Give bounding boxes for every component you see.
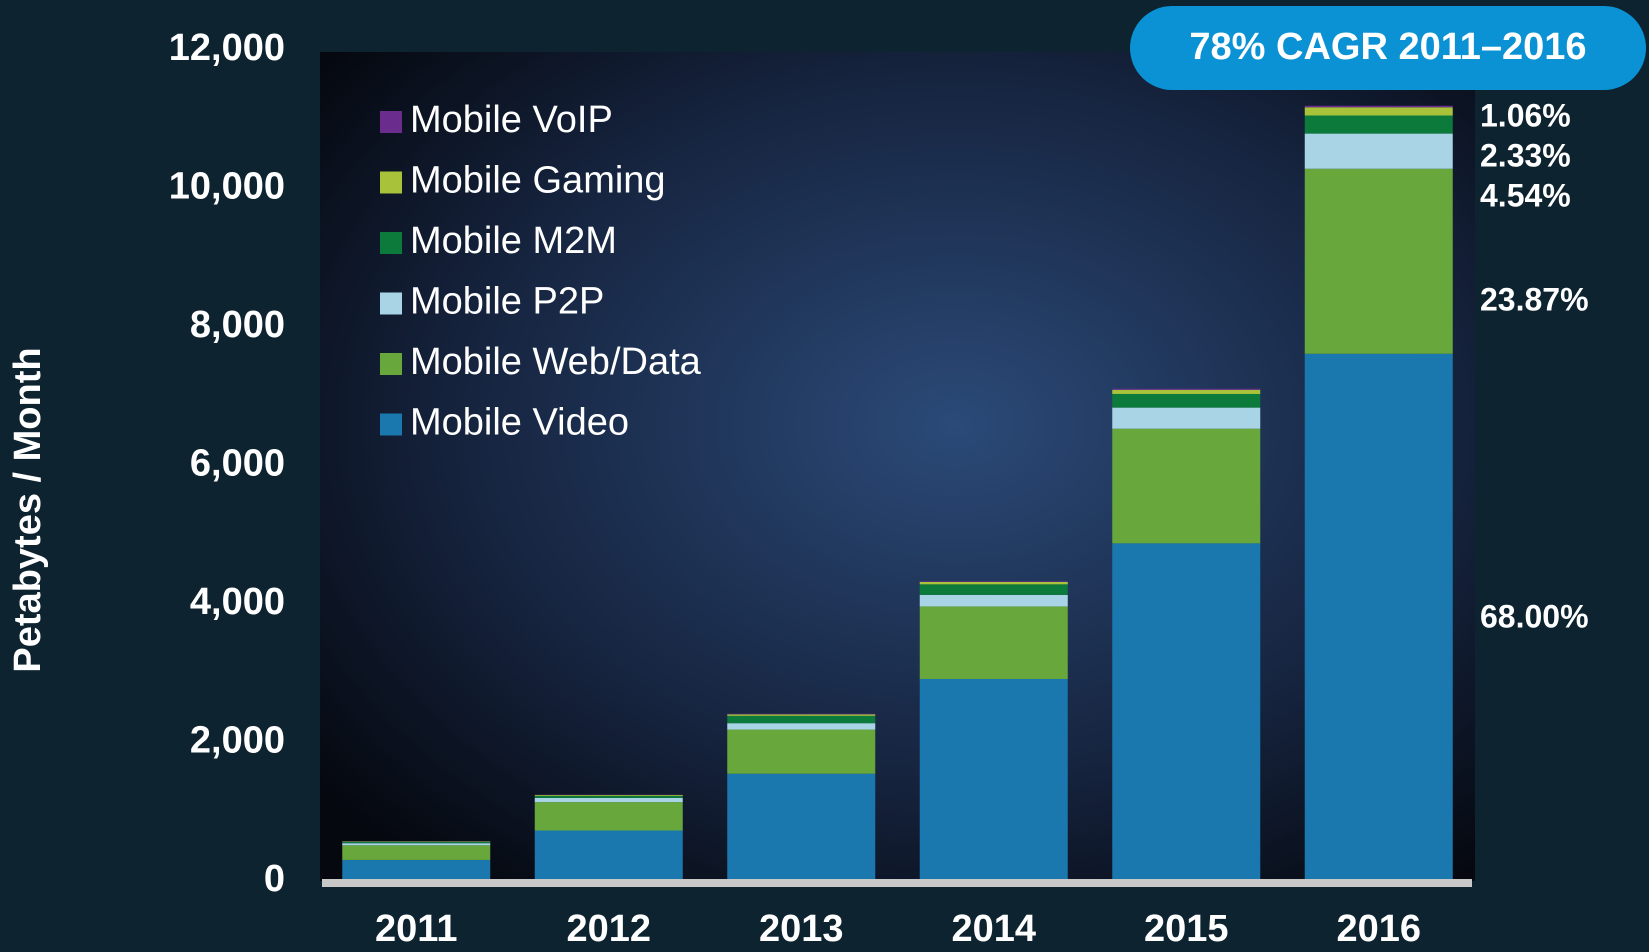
bar-segment [1112,393,1261,408]
bar-segment [919,584,1068,595]
y-tick-label: 8,000 [190,304,285,346]
legend-label: Mobile VoIP [410,99,613,141]
bar-segment [1304,168,1453,354]
x-tick-label: 2015 [1144,908,1229,950]
legend-swatch [380,353,402,375]
bar-segment [919,581,1068,582]
bar-segment [1112,388,1261,390]
legend-label: Mobile Gaming [410,160,666,202]
legend-label: Mobile M2M [410,220,617,262]
legend-swatch [380,171,402,194]
share-label: 1.06% [1480,97,1571,133]
y-tick-label: 10,000 [169,166,285,208]
bar-segment [727,713,876,715]
legend-label: Mobile P2P [410,281,604,323]
bar-segment [1112,407,1261,429]
x-tick-label: 2011 [375,908,457,950]
callout: 78% CAGR 2011–2016 [1189,26,1586,68]
bar-segment [534,797,683,803]
bar-segment [727,723,876,730]
y-tick-label: 0 [264,858,285,900]
bar-segment [342,845,491,860]
bar-segment [919,581,1068,585]
bar-segment [1304,115,1453,134]
share-label: 23.87% [1480,281,1589,317]
x-tick-label: 2016 [1336,908,1421,950]
bar-segment [727,714,876,716]
legend-swatch [380,292,402,315]
bar-segment [1112,543,1261,881]
bar-segment [534,795,683,798]
share-label: 2.33% [1480,137,1571,173]
callout-pill [1130,6,1646,90]
x-tick-label: 2013 [759,908,844,950]
bar-segment [919,606,1068,679]
bar-segment [342,843,491,846]
bar-segment [534,794,683,796]
y-axis-title: Petabytes / Month [7,347,49,672]
bar-segment [1304,133,1453,169]
bar-segment [342,859,491,881]
y-tick-label: 6,000 [190,443,285,485]
share-label: 4.54% [1480,177,1571,213]
legend-swatch [380,413,402,436]
y-tick-label: 12,000 [169,27,285,69]
y-tick-label: 4,000 [190,581,285,623]
plot-area [320,52,1475,881]
legend-swatch [380,232,402,254]
legend-swatch [380,111,402,133]
bar-segment [919,678,1068,881]
bar-segment [1304,105,1453,108]
bar-segment [1112,428,1261,544]
y-tick-label: 2,000 [190,720,285,762]
bar-segment [1304,353,1453,881]
legend-label: Mobile Web/Data [410,341,702,383]
bar-segment [534,802,683,831]
bar-segment [342,841,491,844]
x-axis [322,879,1472,887]
share-label: 68.00% [1480,598,1589,634]
bar-segment [727,773,876,881]
bar-segment [727,715,876,724]
bar-segment [1112,389,1261,394]
x-tick-label: 2014 [951,908,1036,950]
legend-label: Mobile Video [410,402,629,444]
bar-segment [919,594,1068,607]
bar-segment [1304,107,1453,116]
bar-segment [727,729,876,774]
bar-segment [534,830,683,881]
x-tick-label: 2012 [566,908,651,950]
